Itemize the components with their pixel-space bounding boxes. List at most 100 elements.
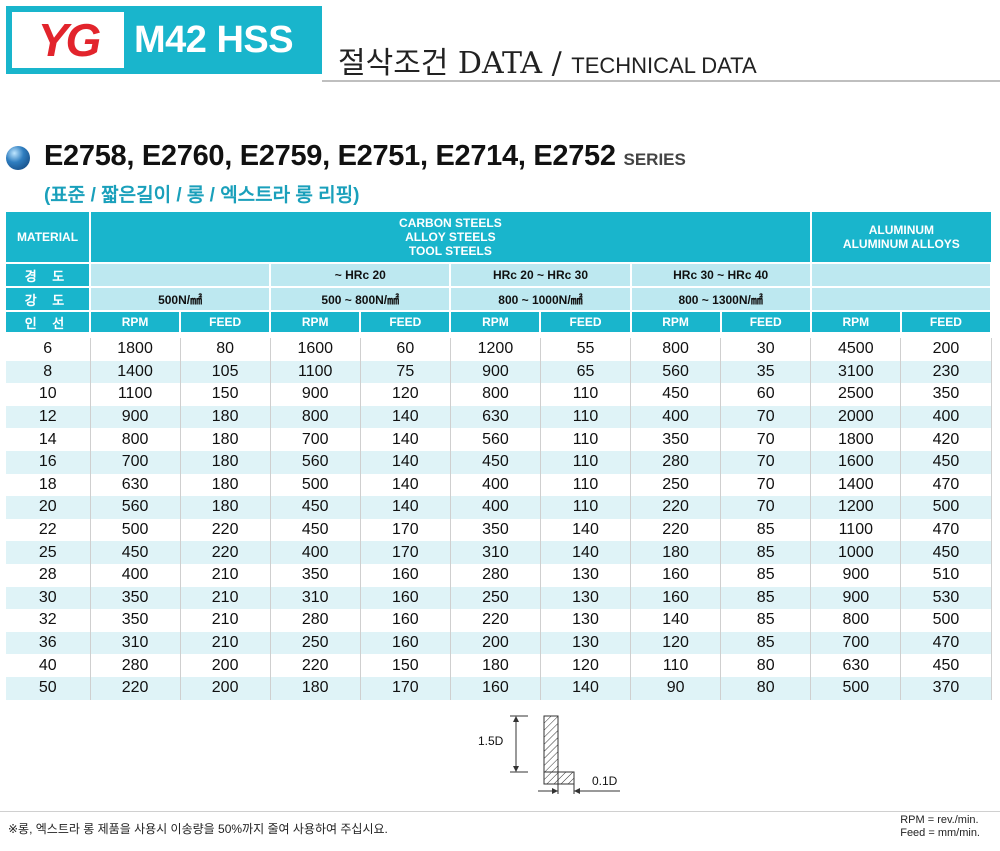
unit-rpm: RPM = rev./min. (900, 814, 979, 826)
yg-logo: YG (12, 12, 124, 68)
series-subtitle: (표준 / 짧은길이 / 롱 / 엑스트라 롱 리핑) (44, 185, 360, 206)
rpm-cell: 400 (450, 496, 541, 519)
size-cell: 6 (6, 338, 91, 361)
rpm-cell: 220 (450, 609, 541, 632)
material-header: MATERIAL (6, 212, 91, 263)
rpm-cell: 280 (90, 654, 181, 677)
strength-cell: 500 ~ 800N/㎟ (270, 286, 452, 311)
strength-label: 강 도 (6, 286, 91, 311)
feed-cell: 450 (900, 541, 992, 564)
feed-cell: 210 (180, 586, 271, 610)
hatched-profile (543, 715, 559, 773)
feed-cell: 160 (360, 609, 451, 632)
rpm-cell: 1600 (810, 450, 902, 474)
feed-cell: 170 (360, 676, 451, 700)
feed-cell: 170 (360, 541, 451, 564)
rpm-cell: 2000 (810, 405, 902, 429)
rpm-header: RPM (810, 310, 902, 332)
brand-banner: YG M42 HSS (6, 6, 322, 74)
table-row: 16 700 180 560 140 450 110 280 70 1600 450 (6, 450, 992, 474)
hardness-cell: ~ HRc 20 (270, 262, 452, 287)
feed-cell: 85 (720, 586, 812, 610)
rpm-cell: 350 (450, 518, 541, 542)
feed-cell: 75 (360, 360, 451, 384)
rpm-cell: 160 (630, 563, 722, 587)
rpm-cell: 450 (90, 541, 181, 564)
rpm-cell: 1100 (810, 518, 902, 542)
table-row: 40 280 200 220 150 180 120 110 80 630 450 (6, 654, 992, 677)
rpm-cell: 4500 (810, 338, 902, 361)
feed-cell: 180 (180, 450, 271, 474)
feed-cell: 160 (360, 586, 451, 610)
feed-cell: 70 (720, 405, 812, 429)
feed-cell: 210 (180, 631, 271, 655)
rpm-cell: 630 (810, 654, 902, 677)
title-english: TECHNICAL DATA (571, 53, 757, 78)
units-legend: RPM = rev./min. Feed = mm/min. (900, 814, 980, 840)
feed-cell: 160 (360, 563, 451, 587)
size-cell: 20 (6, 496, 91, 519)
rpm-cell: 350 (90, 609, 181, 632)
feed-cell: 130 (540, 563, 632, 587)
rpm-cell: 500 (90, 518, 181, 542)
rpm-cell: 560 (90, 496, 181, 519)
rpm-cell: 250 (450, 586, 541, 610)
aluminum-group-header: ALUMINUM ALUMINUM ALLOYS (810, 212, 991, 263)
strength-cell: 800 ~ 1000N/㎟ (450, 286, 632, 311)
rpm-cell: 180 (270, 676, 361, 700)
series-heading: E2758, E2760, E2759, E2751, E2714, E2752… (44, 140, 686, 173)
rpm-cell: 560 (450, 428, 541, 451)
rpm-cell: 700 (270, 428, 361, 451)
rpm-cell: 310 (270, 586, 361, 610)
product-name: M42 HSS (134, 19, 294, 61)
hardness-cell: HRc 30 ~ HRc 40 (630, 262, 812, 287)
feed-cell: 200 (900, 338, 992, 361)
feed-cell: 130 (540, 586, 632, 610)
feed-cell: 140 (360, 405, 451, 429)
feed-cell: 150 (360, 654, 451, 677)
feed-cell: 180 (180, 405, 271, 429)
feed-cell: 140 (360, 473, 451, 497)
rpm-cell: 500 (270, 473, 361, 497)
table-row: 30 350 210 310 160 250 130 160 85 900 530 (6, 586, 992, 610)
strength-cell: 500N/㎟ (90, 286, 272, 311)
rpm-cell: 800 (90, 428, 181, 451)
rpm-cell: 220 (90, 676, 181, 700)
feed-cell: 70 (720, 496, 812, 519)
feed-cell: 370 (900, 676, 992, 700)
feed-cell: 110 (540, 383, 632, 406)
rpm-header: RPM (450, 310, 542, 332)
rpm-cell: 1400 (90, 360, 181, 384)
rpm-cell: 700 (810, 631, 902, 655)
rpm-cell: 250 (270, 631, 361, 655)
feed-cell: 130 (540, 631, 632, 655)
feed-cell: 170 (360, 518, 451, 542)
feed-cell: 140 (360, 496, 451, 519)
steels-group-header: CARBON STEELS ALLOY STEELS TOOL STEELS (90, 212, 812, 263)
feed-cell: 60 (360, 338, 451, 361)
table-row: 12 900 180 800 140 630 110 400 70 2000 400 (6, 405, 992, 429)
rpm-cell: 400 (270, 541, 361, 564)
feed-cell: 350 (900, 383, 992, 406)
feed-cell: 105 (180, 360, 271, 384)
rpm-cell: 1200 (450, 338, 541, 361)
rpm-cell: 450 (270, 496, 361, 519)
footnote: ※롱, 엑스트라 롱 제품을 사용시 이송량을 50%까지 줄여 사용하여 주십… (8, 822, 388, 836)
feed-cell: 450 (900, 654, 992, 677)
size-cell: 8 (6, 360, 91, 384)
feed-cell: 510 (900, 563, 992, 587)
size-cell: 36 (6, 631, 91, 655)
rpm-cell: 1000 (810, 541, 902, 564)
rpm-cell: 450 (450, 450, 541, 474)
feed-cell: 400 (900, 405, 992, 429)
rpm-cell: 200 (450, 631, 541, 655)
rpm-cell: 900 (270, 383, 361, 406)
feed-cell: 85 (720, 563, 812, 587)
rpm-cell: 90 (630, 676, 722, 700)
feed-cell: 150 (180, 383, 271, 406)
feed-cell: 140 (360, 450, 451, 474)
size-cell: 18 (6, 473, 91, 497)
size-cell: 40 (6, 654, 91, 677)
rpm-cell: 630 (90, 473, 181, 497)
footer-divider (0, 811, 1000, 812)
